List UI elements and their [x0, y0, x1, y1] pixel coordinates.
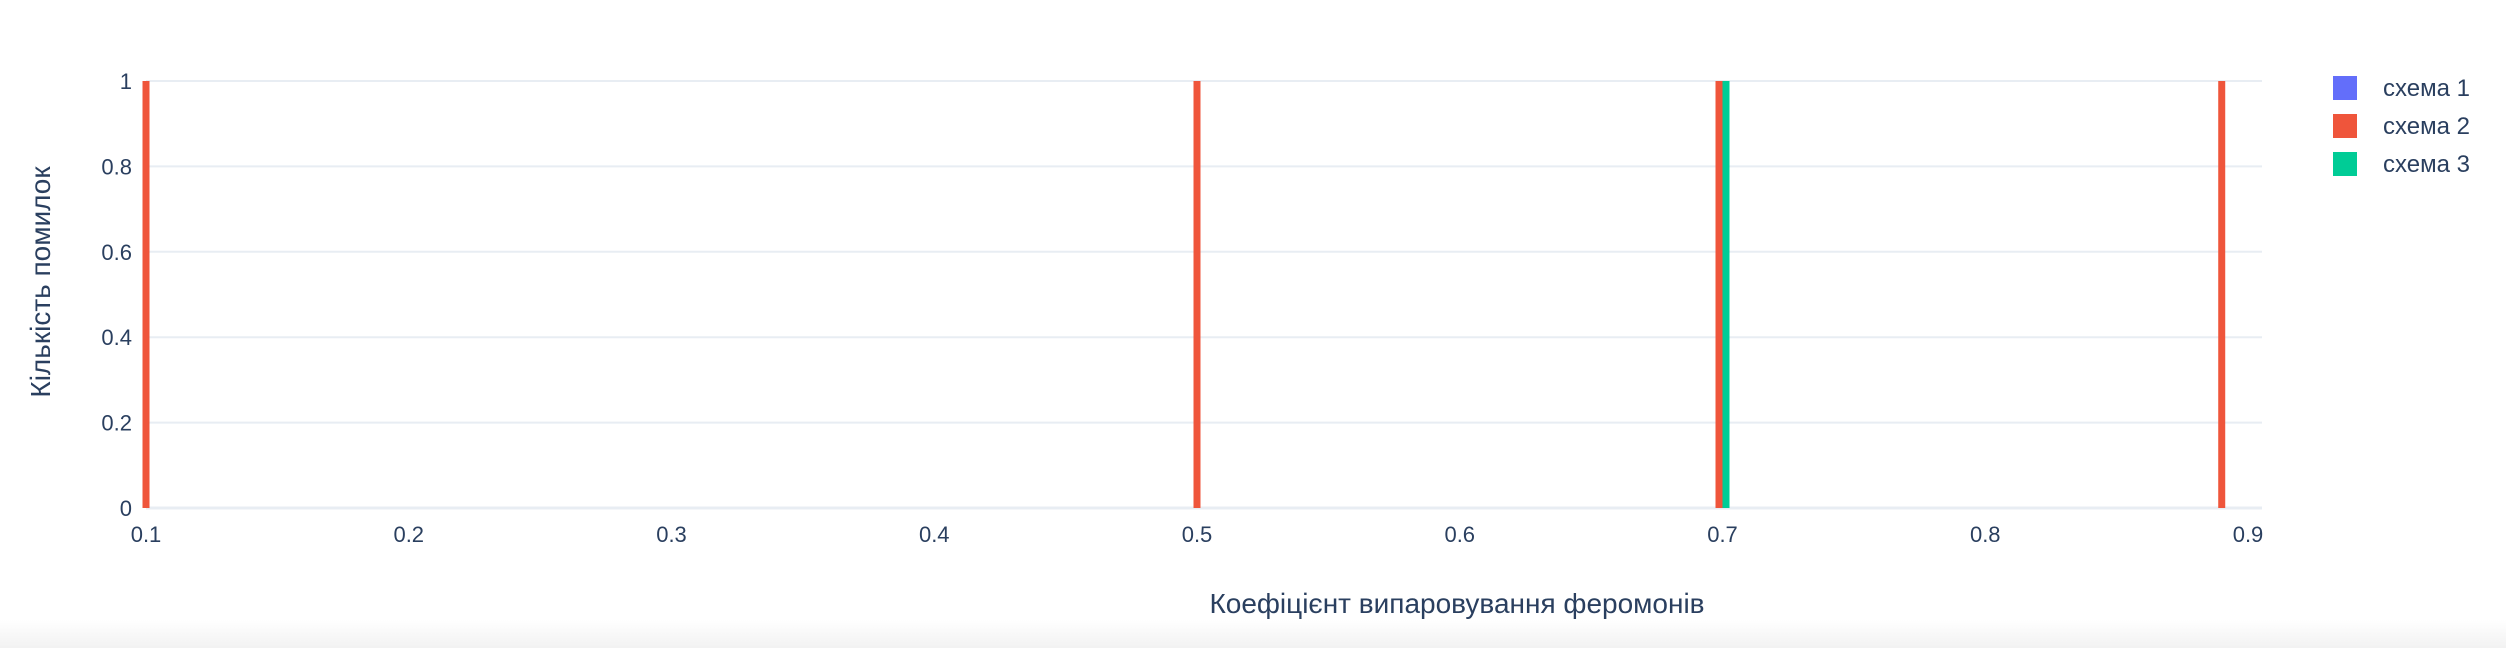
legend: схема 1 схема 2 схема 3	[2333, 75, 2470, 178]
bar-layer	[142, 81, 2226, 508]
bar-2	[2218, 81, 2226, 508]
legend-label[interactable]: схема 1	[2383, 75, 2470, 102]
y-tick-label: 0.8	[101, 154, 132, 179]
x-tick-label: 0.7	[1707, 522, 1738, 547]
x-tick-label: 0.9	[2233, 522, 2264, 547]
bottom-shade	[0, 620, 2506, 648]
legend-swatch[interactable]	[2333, 114, 2357, 138]
x-tick-labels: 0.1 0.2 0.3 0.4 0.5 0.6 0.7 0.8 0.9	[131, 522, 2264, 547]
x-tick-label: 0.6	[1444, 522, 1475, 547]
x-tick-label: 0.4	[919, 522, 950, 547]
x-tick-label: 0.1	[131, 522, 162, 547]
bar-2	[1715, 81, 1723, 508]
x-axis-title: Коефіцієнт випаровування феромонів	[1209, 588, 1704, 619]
x-tick-label: 0.2	[393, 522, 424, 547]
grid-layer	[146, 80, 2262, 510]
x-tick-label: 0.5	[1182, 522, 1213, 547]
legend-swatch[interactable]	[2333, 152, 2357, 176]
y-axis-title: Кількість помилок	[25, 166, 56, 398]
y-tick-label: 1	[120, 69, 132, 94]
x-tick-label: 0.8	[1970, 522, 2001, 547]
legend-label[interactable]: схема 2	[2383, 113, 2470, 140]
y-tick-labels: 0 0.2 0.4 0.6 0.8 1	[101, 69, 132, 521]
y-tick-label: 0	[120, 496, 132, 521]
bar-2	[1193, 81, 1201, 508]
x-tick-label: 0.3	[656, 522, 687, 547]
legend-swatch[interactable]	[2333, 76, 2357, 100]
bar-2	[142, 81, 150, 508]
bar-chart: 0.1 0.2 0.3 0.4 0.5 0.6 0.7 0.8 0.9 00.20.40.60.…	[25, 69, 2470, 619]
y-tick-label: 0.4	[101, 325, 132, 350]
legend-label[interactable]: схема 3	[2383, 151, 2470, 178]
y-tick-label: 0.6	[101, 240, 132, 265]
bar-3	[1722, 81, 1730, 508]
y-tick-label: 0.2	[101, 411, 132, 436]
